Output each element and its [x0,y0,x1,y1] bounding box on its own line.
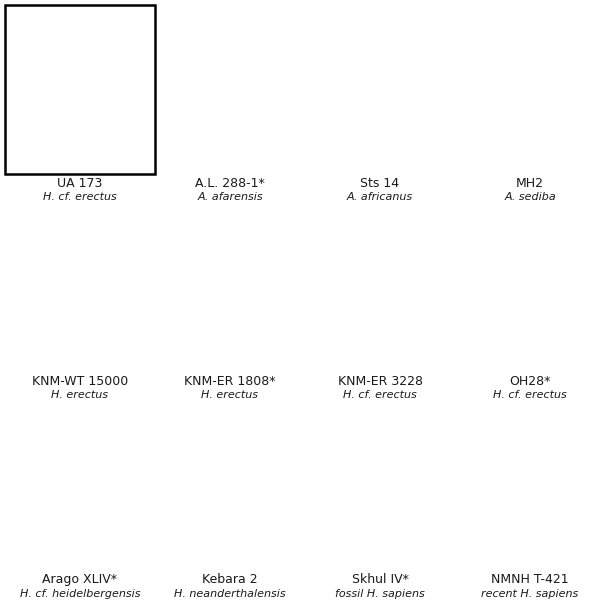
Text: Sts 14: Sts 14 [361,177,400,189]
Text: UA 173: UA 173 [57,177,102,189]
Text: Kebara 2: Kebara 2 [202,573,258,586]
Text: A. africanus: A. africanus [347,192,413,202]
Text: H. cf. erectus: H. cf. erectus [343,390,417,400]
Text: OH28*: OH28* [509,375,551,388]
Text: H. cf. heidelbergensis: H. cf. heidelbergensis [20,589,140,599]
Text: H. erectus: H. erectus [51,390,109,400]
Text: A.L. 288-1*: A.L. 288-1* [195,177,265,189]
Text: KNM-ER 1808*: KNM-ER 1808* [184,375,276,388]
Text: recent H. sapiens: recent H. sapiens [481,589,579,599]
Text: fossil H. sapiens: fossil H. sapiens [335,589,425,599]
Text: H. neanderthalensis: H. neanderthalensis [174,589,285,599]
Text: KNM-WT 15000: KNM-WT 15000 [32,375,128,388]
Text: Arago XLIV*: Arago XLIV* [43,573,117,586]
Text: H. cf. erectus: H. cf. erectus [43,192,117,202]
Text: MH2: MH2 [516,177,544,189]
Text: H. erectus: H. erectus [201,390,259,400]
Text: KNM-ER 3228: KNM-ER 3228 [337,375,423,388]
Text: NMNH T-421: NMNH T-421 [491,573,569,586]
Text: H. cf. erectus: H. cf. erectus [493,390,567,400]
Text: Skhul IV*: Skhul IV* [351,573,409,586]
Text: A. sediba: A. sediba [504,192,556,202]
Text: A. afarensis: A. afarensis [197,192,263,202]
